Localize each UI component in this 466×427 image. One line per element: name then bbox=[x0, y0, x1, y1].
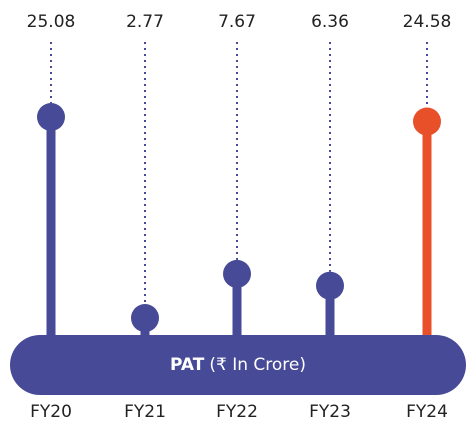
chart-title: PAT bbox=[170, 355, 205, 375]
x-tick-label: FY21 bbox=[124, 402, 166, 422]
value-label: 24.58 bbox=[403, 12, 452, 32]
dot bbox=[413, 107, 441, 136]
x-tick-label: FY20 bbox=[30, 402, 72, 422]
dot bbox=[131, 304, 159, 333]
chart-subtitle: (₹ In Crore) bbox=[209, 355, 306, 375]
x-tick-label: FY23 bbox=[309, 402, 351, 422]
dot bbox=[316, 271, 344, 300]
value-label: 2.77 bbox=[126, 12, 164, 32]
value-label: 25.08 bbox=[27, 12, 76, 32]
value-label: 6.36 bbox=[311, 12, 349, 32]
dot bbox=[37, 103, 65, 131]
chart-title-group: PAT (₹ In Crore) bbox=[170, 355, 306, 375]
x-tick-label: FY22 bbox=[216, 402, 258, 422]
x-tick-label: FY24 bbox=[406, 402, 448, 422]
title-bar bbox=[10, 335, 466, 395]
dot bbox=[223, 259, 251, 288]
value-label: 7.67 bbox=[218, 12, 256, 32]
